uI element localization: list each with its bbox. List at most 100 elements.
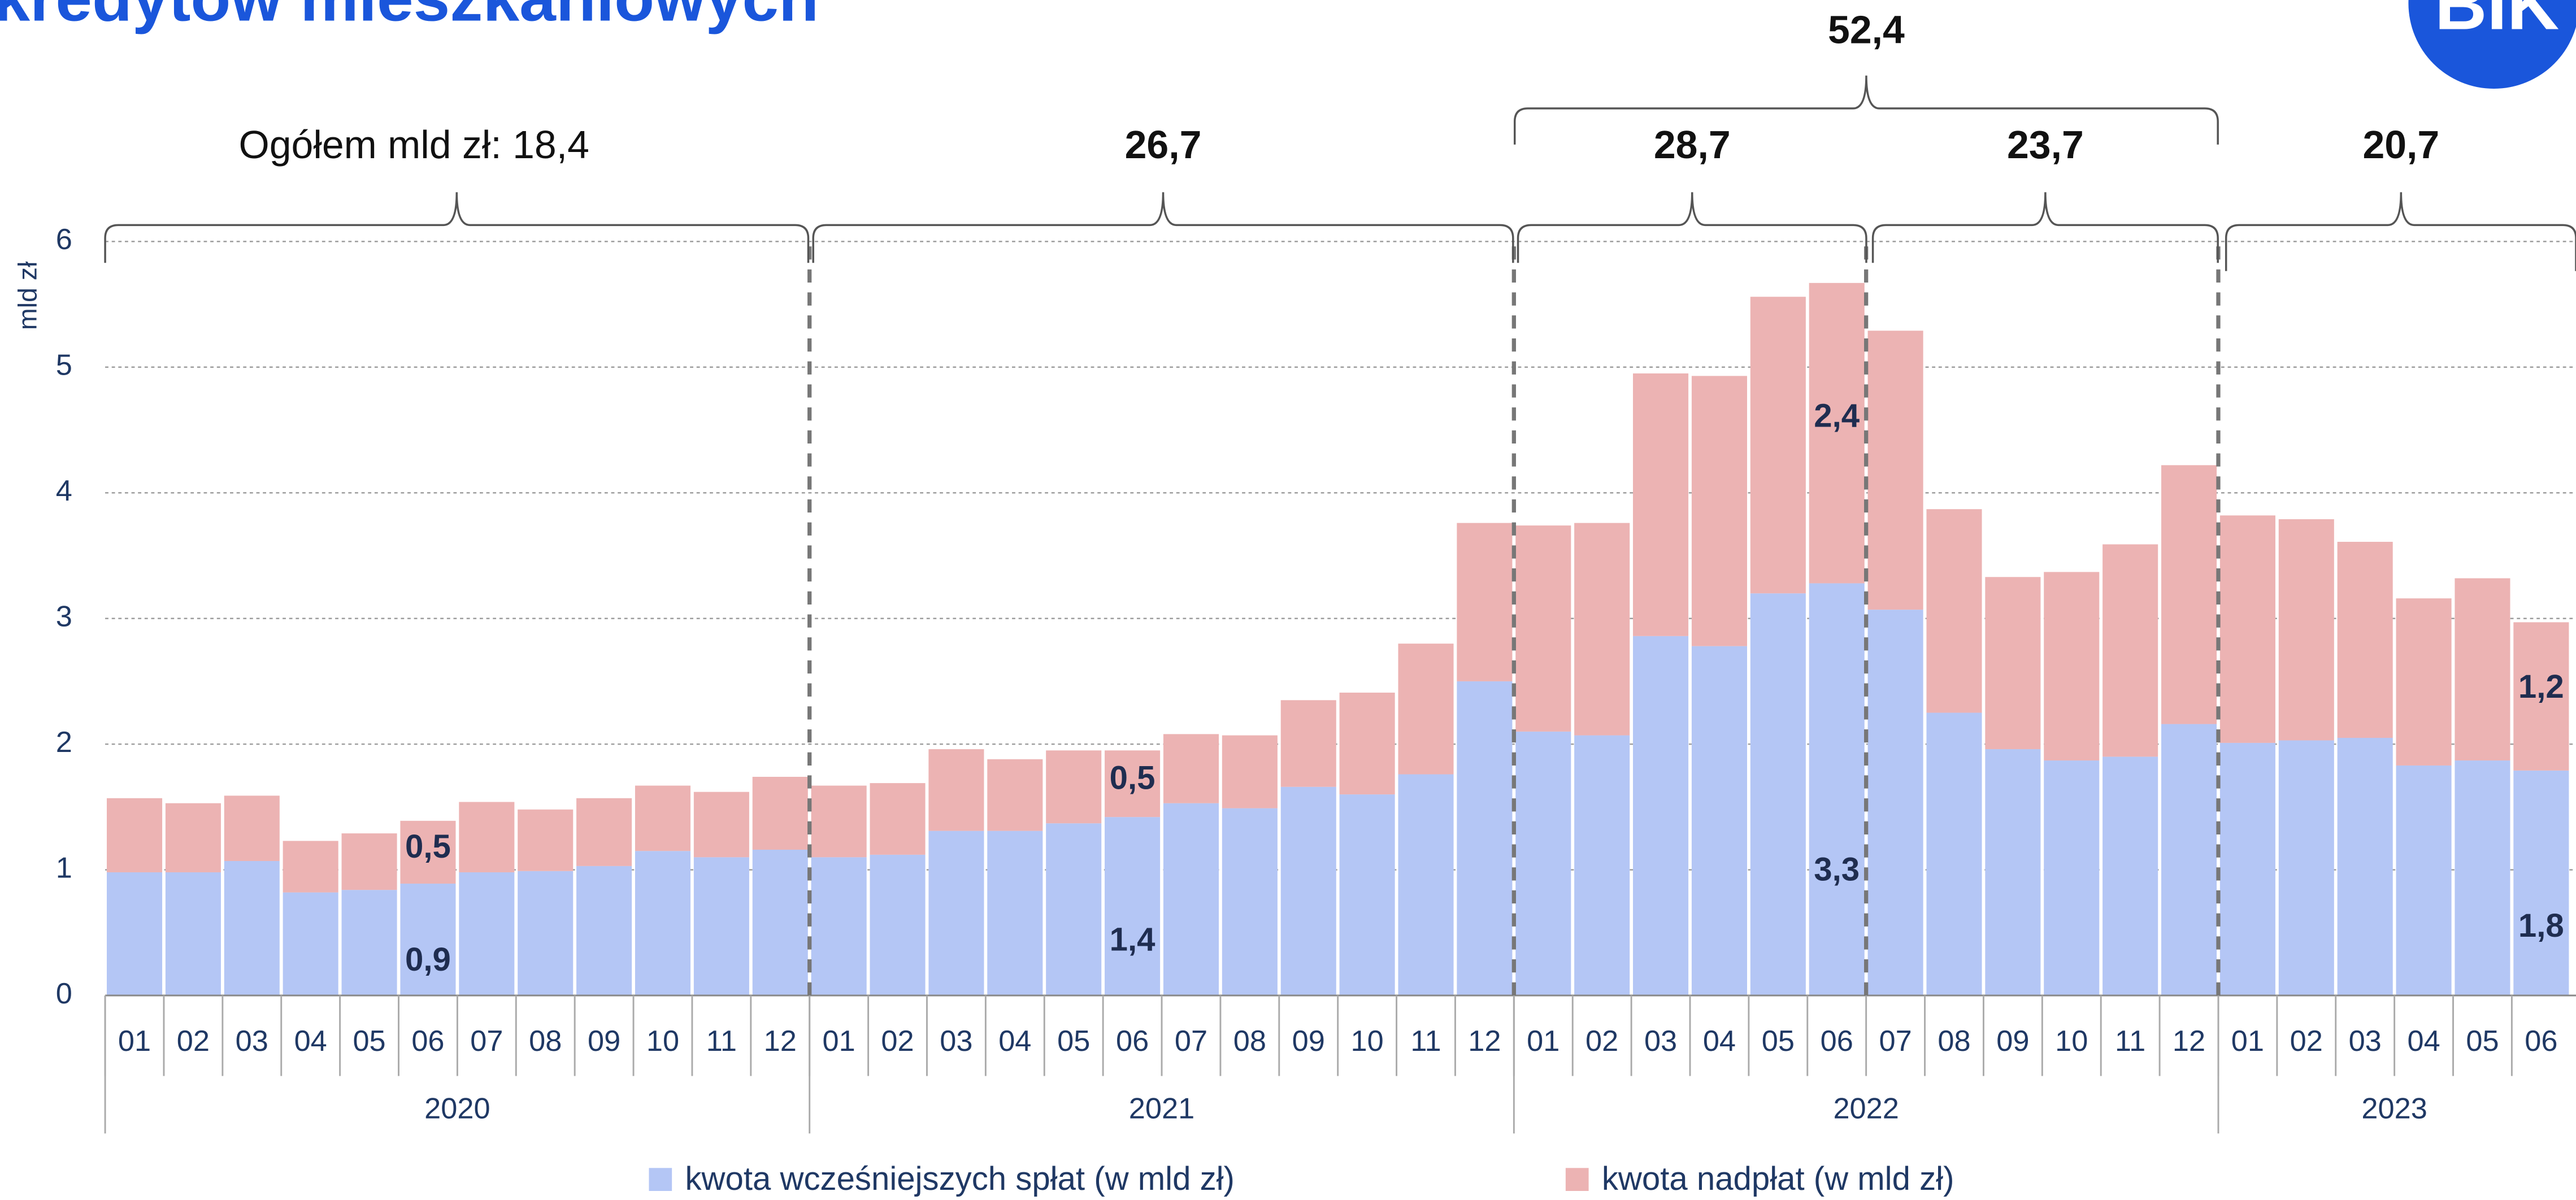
x-tick-label: 04: [294, 1025, 327, 1058]
bar-segment: [1515, 525, 1571, 732]
bar-segment: [1633, 373, 1689, 636]
bar-segment: [1574, 523, 1630, 736]
logo: BIK: [2435, 0, 2559, 45]
x-tick-label: 03: [940, 1025, 972, 1058]
y-tick-label: 6: [56, 223, 72, 256]
bar-segment: [106, 872, 163, 996]
brace: [104, 192, 810, 263]
bar-segment: [576, 798, 632, 866]
bar-segment: [165, 872, 221, 996]
bar-segment: [1105, 750, 1161, 818]
bar-segment: [1280, 786, 1336, 996]
x-tick-label: 12: [764, 1025, 797, 1058]
y-tick-label: 3: [56, 601, 72, 633]
x-tick-label: 04: [998, 1025, 1031, 1058]
year-label: 2020: [424, 1092, 490, 1125]
brace-total: Ogółem mld zł: 18,4: [238, 123, 589, 167]
x-tick-label: 02: [881, 1025, 914, 1058]
x-tick-label: 01: [118, 1025, 151, 1058]
year-label: 2022: [1833, 1092, 1899, 1125]
bar-segment: [400, 884, 456, 996]
bar-segment: [518, 809, 574, 871]
value-label: 1,2: [2518, 668, 2564, 705]
bar-segment: [459, 802, 515, 873]
brace: [1513, 75, 2219, 145]
x-tick-label: 01: [2231, 1025, 2264, 1058]
bar-segment: [1339, 794, 1395, 996]
brace-total: 28,7: [1654, 123, 1731, 167]
bar-segment: [1398, 774, 1454, 996]
bar-segment: [693, 792, 749, 858]
bar-segment: [2513, 622, 2569, 771]
bar-segment: [165, 803, 221, 873]
bar-segment: [635, 785, 691, 851]
value-label: 0,5: [405, 828, 451, 865]
bar-segment: [2219, 742, 2275, 996]
bar-segment: [341, 833, 397, 890]
bar-segment: [2278, 740, 2334, 996]
bar-segment: [1750, 593, 1806, 996]
bar-segment: [1867, 610, 1923, 996]
bar-segment: [1222, 735, 1278, 808]
bar-segment: [2455, 578, 2510, 761]
x-tick-label: 06: [411, 1025, 444, 1058]
bar-segment: [1398, 644, 1454, 775]
bar-segment: [1633, 636, 1689, 996]
bar-segment: [1867, 331, 1923, 610]
y-tick-label: 1: [56, 851, 72, 884]
bar-segment: [811, 857, 867, 996]
bar-segment: [693, 857, 749, 996]
bar-segment: [459, 872, 515, 996]
bar-segment: [1515, 731, 1571, 996]
bar-segment: [635, 851, 691, 996]
legend-swatch: [649, 1168, 672, 1192]
bar-segment: [2455, 760, 2510, 996]
bar-segment: [1691, 646, 1747, 996]
bar-segment: [1046, 750, 1102, 824]
x-tick-label: 01: [823, 1025, 855, 1058]
bar-segment: [811, 785, 867, 858]
bar-segment: [106, 798, 163, 873]
x-tick-label: 05: [1057, 1025, 1090, 1058]
bar-segment: [870, 783, 926, 855]
bar-segment: [1457, 681, 1513, 996]
brace-total: 26,7: [1125, 123, 1202, 167]
bar-segment: [2396, 598, 2452, 766]
bar-segment: [576, 866, 632, 996]
x-tick-label: 10: [2055, 1025, 2088, 1058]
x-tick-label: 05: [2466, 1025, 2499, 1058]
value-label: 3,3: [1814, 851, 1860, 888]
year-label: 2021: [1129, 1092, 1194, 1125]
bar-segment: [283, 892, 338, 996]
value-label: 1,4: [1110, 921, 1155, 958]
value-label: 0,5: [1110, 760, 1155, 797]
bar-segment: [2102, 544, 2158, 757]
x-tick-label: 05: [1762, 1025, 1795, 1058]
x-tick-label: 12: [1468, 1025, 1501, 1058]
x-tick-label: 10: [646, 1025, 679, 1058]
bar-segment: [1163, 803, 1219, 996]
bar-segment: [224, 861, 280, 996]
x-tick-label: 06: [1116, 1025, 1149, 1058]
y-tick-label: 4: [56, 475, 72, 507]
x-tick-label: 01: [1527, 1025, 1559, 1058]
x-tick-label: 05: [353, 1025, 385, 1058]
x-tick-label: 09: [588, 1025, 620, 1058]
bar-segment: [2044, 760, 2100, 996]
x-tick-label: 10: [1351, 1025, 1384, 1058]
x-tick-label: 11: [2115, 1025, 2145, 1058]
bar-segment: [928, 831, 984, 996]
bar-segment: [2044, 572, 2100, 761]
x-tick-label: 08: [1233, 1025, 1266, 1058]
bar-segment: [2396, 765, 2452, 996]
bar-segment: [987, 831, 1043, 996]
bar-segment: [928, 749, 984, 831]
bar-segment: [870, 854, 926, 996]
x-tick-label: 02: [2290, 1025, 2323, 1058]
x-tick-label: 04: [1703, 1025, 1736, 1058]
x-tick-label: 11: [1410, 1025, 1441, 1058]
value-label: 1,8: [2518, 907, 2564, 944]
year-label: 2023: [2361, 1092, 2427, 1125]
x-tick-label: 03: [1644, 1025, 1677, 1058]
bar-segment: [400, 820, 456, 884]
